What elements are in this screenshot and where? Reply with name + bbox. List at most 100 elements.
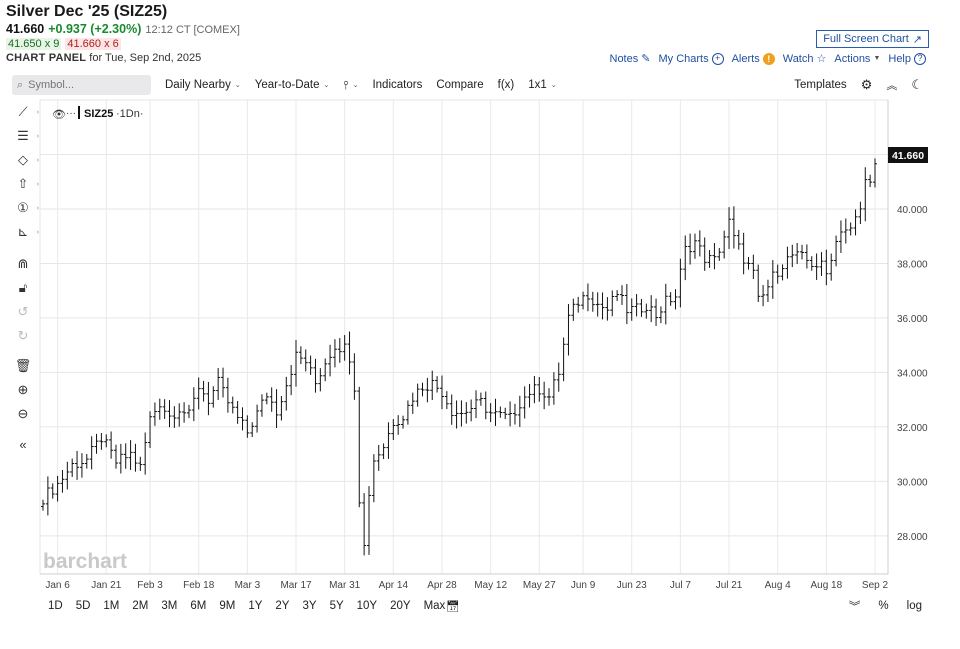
chart-type-dropdown[interactable]: ⫯ ⌄ — [343, 78, 358, 93]
series-legend[interactable]: 👁︎ ··· SIZ25 ·1Dn· — [52, 106, 144, 121]
double-chevron-down-icon[interactable]: ︾ — [848, 601, 861, 613]
series-symbol: SIZ25 — [84, 108, 113, 120]
alert-badge-icon: ! — [762, 52, 775, 65]
x-tick-label: Jan 21 — [91, 580, 121, 591]
period-label: Year-to-Date — [254, 79, 320, 91]
actions-menu[interactable]: Actions ▼ — [834, 53, 880, 65]
search-icon: ⌕ — [17, 78, 24, 91]
eye-icon: 👁︎ — [52, 109, 66, 121]
range-5y[interactable]: 5Y — [329, 600, 344, 612]
undo-tool[interactable]: ↺ — [9, 302, 37, 322]
last-price-tag: 41.660 — [888, 147, 928, 163]
compare-button[interactable]: Compare — [436, 79, 484, 91]
aggregation-dropdown[interactable]: Daily Nearby ⌄ — [165, 79, 241, 91]
delete-tool[interactable]: 🗑︎ — [9, 356, 37, 376]
help-link[interactable]: Help ? — [888, 52, 926, 65]
shapes-tool[interactable]: ◇ › — [9, 150, 39, 170]
expand-chevron-icon: › — [36, 180, 39, 188]
instrument-title: Silver Dec '25 (SIZ25) — [6, 3, 168, 20]
zoom-out-tool[interactable]: ⊖ — [9, 404, 37, 424]
log-scale-toggle[interactable]: log — [906, 600, 922, 612]
range-5d[interactable]: 5D — [75, 600, 91, 612]
expand-chevron-icon: › — [36, 228, 39, 236]
star-icon: ☆ — [816, 53, 827, 65]
range-6m[interactable]: 6M — [190, 600, 207, 612]
chart-panel-date: for Tue, Sep 2nd, 2025 — [89, 52, 202, 64]
alerts-link[interactable]: Alerts ! — [732, 52, 775, 65]
my-charts-label: My Charts — [658, 52, 709, 65]
expand-chevron-icon: › — [36, 156, 39, 164]
watch-link[interactable]: Watch ☆ — [782, 52, 827, 66]
actions-label: Actions — [834, 52, 871, 65]
notes-link[interactable]: Notes ✎ — [610, 52, 651, 66]
shape-icon: ◇ — [18, 152, 28, 167]
lock-tool[interactable]: 🔓︎ — [9, 278, 37, 298]
x-tick-label: Mar 3 — [235, 580, 261, 591]
bid-quote: 41.650 x 9 — [6, 38, 62, 50]
range-20y[interactable]: 20Y — [390, 600, 411, 612]
period-dropdown[interactable]: Year-to-Date ⌄ — [255, 79, 330, 91]
trash-icon: 🗑︎ — [14, 358, 32, 373]
templates-button[interactable]: Templates — [794, 79, 847, 91]
full-screen-chart-button[interactable]: Full Screen Chart ↗ — [816, 30, 929, 48]
range-selector: 1D 5D 1M 2M 3M 6M 9M 1Y 2Y 3Y 5Y 10Y 20Y Max — [48, 598, 458, 614]
range-2m[interactable]: 2M — [132, 600, 149, 612]
chevron-down-icon: ⌄ — [234, 82, 241, 89]
range-1d[interactable]: 1D — [48, 600, 63, 612]
x-tick-label: Aug 18 — [810, 580, 842, 591]
range-1y[interactable]: 1Y — [248, 600, 263, 612]
series-interval: ·1Dn· — [116, 108, 144, 120]
undo-icon: ↺ — [17, 304, 29, 319]
ohlc-bars — [41, 158, 877, 556]
expand-chevron-icon: › — [36, 204, 39, 212]
redo-tool[interactable]: ↻ — [9, 326, 37, 346]
arrow-tool[interactable]: ⇧ › — [9, 174, 39, 194]
symbol-search[interactable]: ⌕ — [12, 75, 151, 95]
my-charts-link[interactable]: My Charts + — [658, 52, 724, 65]
magnet-tool[interactable]: ⋒ — [9, 254, 37, 274]
percent-scale-toggle[interactable]: % — [878, 600, 889, 612]
y-tick-label: 34.000 — [897, 368, 928, 379]
bid-ask: 41.650 x 9 41.660 x 6 — [6, 38, 121, 50]
range-max[interactable]: Max — [423, 600, 446, 612]
collapse-tools[interactable]: « — [9, 434, 37, 454]
toolbar-right: Templates ⚙ ︽ ☾ — [794, 77, 929, 93]
x-tick-label: May 12 — [474, 580, 507, 591]
range-3m[interactable]: 3M — [161, 600, 178, 612]
arrow-up-icon: ⇧ — [17, 176, 29, 191]
range-3y[interactable]: 3Y — [302, 600, 317, 612]
zoom-in-tool[interactable]: ⊕ — [9, 380, 37, 400]
gear-icon[interactable]: ⚙ — [860, 77, 873, 92]
fibonacci-tool[interactable]: ☰ › — [9, 126, 39, 146]
chevron-down-icon: ⌄ — [323, 82, 330, 89]
calendar-icon[interactable]: 📅︎ — [446, 600, 460, 613]
indicators-button[interactable]: Indicators — [372, 79, 423, 91]
trendline-tool[interactable]: ⟋ › — [9, 102, 39, 122]
annotation-tool[interactable]: ① › — [9, 198, 39, 218]
range-10y[interactable]: 10Y — [356, 600, 378, 612]
symbol-input[interactable] — [28, 79, 139, 91]
measure-tool[interactable]: ⊾ › — [9, 222, 39, 242]
y-tick-label: 40.000 — [897, 205, 928, 216]
collapse-up-icon[interactable]: ︽ — [886, 80, 898, 92]
range-1m[interactable]: 1M — [103, 600, 120, 612]
x-tick-label: Aug 4 — [765, 580, 792, 591]
chart-toolbar: ⌕ Daily Nearby ⌄ Year-to-Date ⌄ ⫯ ⌄ Indi… — [12, 74, 929, 96]
magnet-icon: ⋒ — [17, 256, 29, 271]
caret-down-icon: ▼ — [873, 55, 881, 62]
chevron-down-icon: ⌄ — [352, 82, 359, 89]
watch-label: Watch — [782, 52, 814, 65]
edit-note-icon: ✎ — [641, 53, 651, 65]
layout-dropdown[interactable]: 1x1 ⌄ — [528, 79, 556, 91]
legend-menu-icon: ··· — [66, 108, 76, 119]
moon-icon[interactable]: ☾ — [911, 77, 923, 92]
fx-button[interactable]: f(x) — [497, 79, 515, 91]
x-tick-label: Mar 17 — [280, 580, 312, 591]
range-9m[interactable]: 9M — [219, 600, 236, 612]
x-tick-label: Apr 14 — [379, 580, 409, 591]
x-tick-label: Feb 18 — [183, 580, 215, 591]
range-2y[interactable]: 2Y — [275, 600, 290, 612]
x-tick-label: Jul 7 — [670, 580, 692, 591]
last-price: 41.660 — [6, 22, 45, 36]
